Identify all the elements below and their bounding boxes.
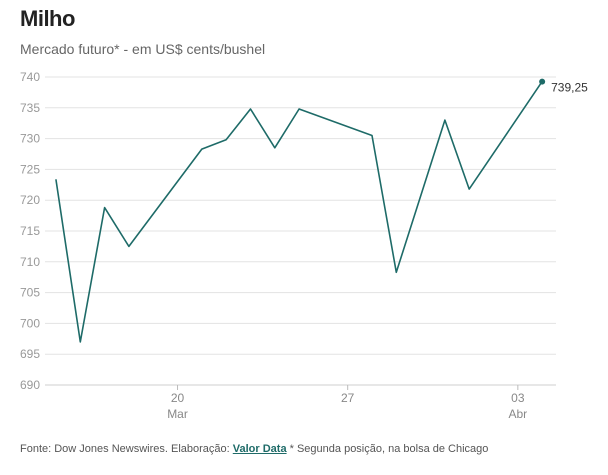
y-tick-label: 725 (20, 162, 40, 176)
chart-footer: Fonte: Dow Jones Newswires. Elaboração: … (20, 443, 488, 455)
y-tick-label: 740 (20, 70, 40, 84)
y-tick-label: 730 (20, 132, 40, 146)
y-tick-label: 705 (20, 286, 40, 300)
footnote-text: * Segunda posição, na bolsa de Chicago (286, 443, 489, 455)
line-chart: 690 695 700 705 710 715 720 725 730 735 740 20 Mar 27… (20, 70, 588, 421)
x-tick-label: 27 (341, 391, 355, 405)
last-value-label: 739,25 (551, 81, 588, 95)
chart-title: Milho (20, 6, 75, 31)
y-tick-label: 735 (20, 101, 40, 115)
x-tick-label: 20 (171, 391, 185, 405)
y-tick-label: 720 (20, 193, 40, 207)
x-tick-label: 03 (511, 391, 525, 405)
source-text: Fonte: Dow Jones Newswires. Elaboração: (20, 443, 233, 455)
last-point-marker (539, 78, 546, 85)
x-tick-sublabel: Mar (167, 407, 188, 421)
y-tick-label: 700 (20, 316, 40, 330)
valor-data-link[interactable]: Valor Data (232, 443, 287, 455)
chart-subtitle: Mercado futuro* - em US$ cents/bushel (20, 41, 266, 57)
y-tick-label: 710 (20, 255, 40, 269)
x-tick-sublabel: Abr (508, 407, 527, 421)
series-line (55, 80, 543, 343)
y-tick-label: 695 (20, 347, 40, 361)
y-tick-label: 715 (20, 224, 40, 238)
y-tick-label: 690 (20, 378, 40, 392)
